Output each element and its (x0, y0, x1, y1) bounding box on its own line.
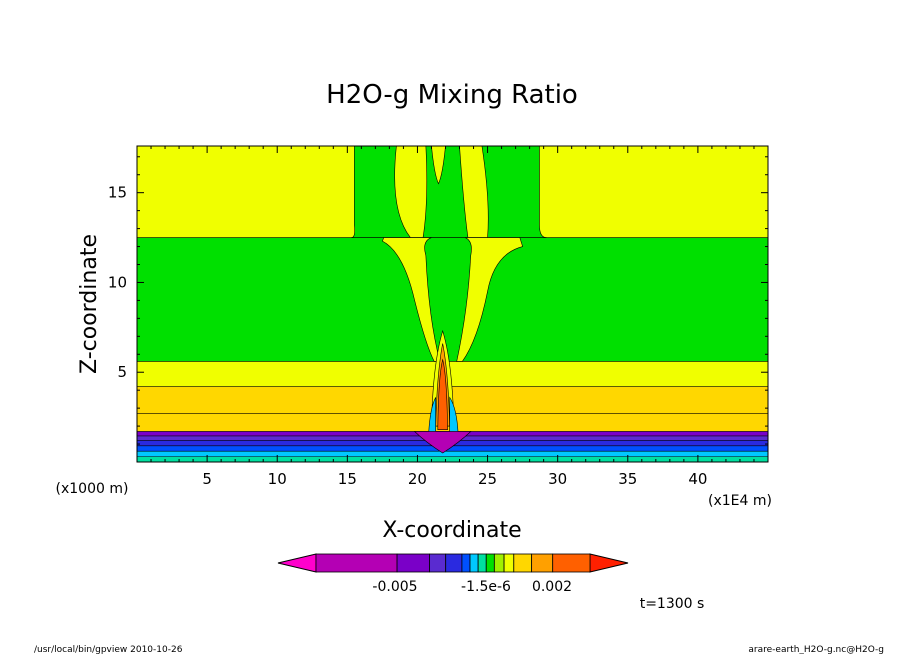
colorbar-high-arrow (589, 553, 629, 573)
contour-band-10 (137, 456, 768, 462)
upper-yellow-finger-3 (431, 146, 446, 185)
y-ticks: 5 10 15 (108, 156, 768, 445)
colorbar-label-2: -1.5e-6 (461, 579, 511, 595)
chart-title: H2O-g Mixing Ratio (326, 80, 578, 110)
colorbar-swatch-0 (315, 553, 398, 573)
colorbar-swatch-4 (461, 553, 471, 573)
colorbar-swatch-1 (396, 553, 430, 573)
y-tick-label-0: 5 (117, 363, 127, 381)
x-tick-label-2: 15 (338, 470, 357, 488)
colorbar-low-arrow (277, 553, 317, 573)
colorbar-swatch-10 (513, 553, 533, 573)
colorbar-swatch-6 (477, 553, 487, 573)
colorbar-label-1: -0.005 (372, 579, 417, 595)
colorbar-swatch-7 (485, 553, 495, 573)
x-tick-label-1: 10 (268, 470, 287, 488)
contour-band-9 (137, 451, 768, 457)
plot-area (137, 146, 768, 462)
y-unit-note: (x1000 m) (56, 481, 129, 497)
colorbar-label-3: 0.002 (532, 579, 572, 595)
plot-frame (136, 145, 769, 463)
y-tick-label-2: 15 (108, 184, 127, 202)
x-tick-label-4: 25 (478, 470, 497, 488)
y-tick-label-1: 10 (108, 273, 127, 291)
x-tick-label-3: 20 (408, 470, 427, 488)
upper-green-column (351, 146, 547, 238)
mid-yellow-branch-right (456, 237, 523, 362)
contour-band-8 (137, 445, 768, 452)
colorbar-swatch-3 (445, 553, 463, 573)
colorbar-swatch-9 (503, 553, 515, 573)
colorbar-swatch-11 (531, 553, 554, 573)
x-unit-note: (x1E4 m) (708, 493, 772, 509)
contour-band-1 (137, 237, 768, 362)
plume-features (351, 146, 547, 454)
x-tick-label-5: 30 (548, 470, 567, 488)
x-ticks: 5 10 15 20 25 30 35 40 (150, 146, 755, 488)
footer-left: /usr/local/bin/gpview 2010-10-26 (34, 645, 183, 654)
time-label: t=1300 s (640, 596, 705, 612)
contour-band-2 (137, 361, 768, 387)
colorbar-swatch-5 (469, 553, 479, 573)
x-tick-label-0: 5 (202, 470, 212, 488)
x-tick-label-6: 35 (618, 470, 637, 488)
footer-right: arare-earth_H2O-g.nc@H2O-g (748, 645, 884, 654)
colorbar-swatch-12 (552, 553, 591, 573)
colorbar-swatch-2 (429, 553, 447, 573)
y-axis-label: Z-coordinate (77, 234, 102, 374)
x-axis-label: X-coordinate (382, 518, 521, 543)
colorbar-swatch-8 (493, 553, 505, 573)
x-tick-label-7: 40 (688, 470, 707, 488)
base-magenta-dip (413, 431, 472, 454)
colorbar (277, 553, 629, 573)
core-red (437, 358, 448, 430)
